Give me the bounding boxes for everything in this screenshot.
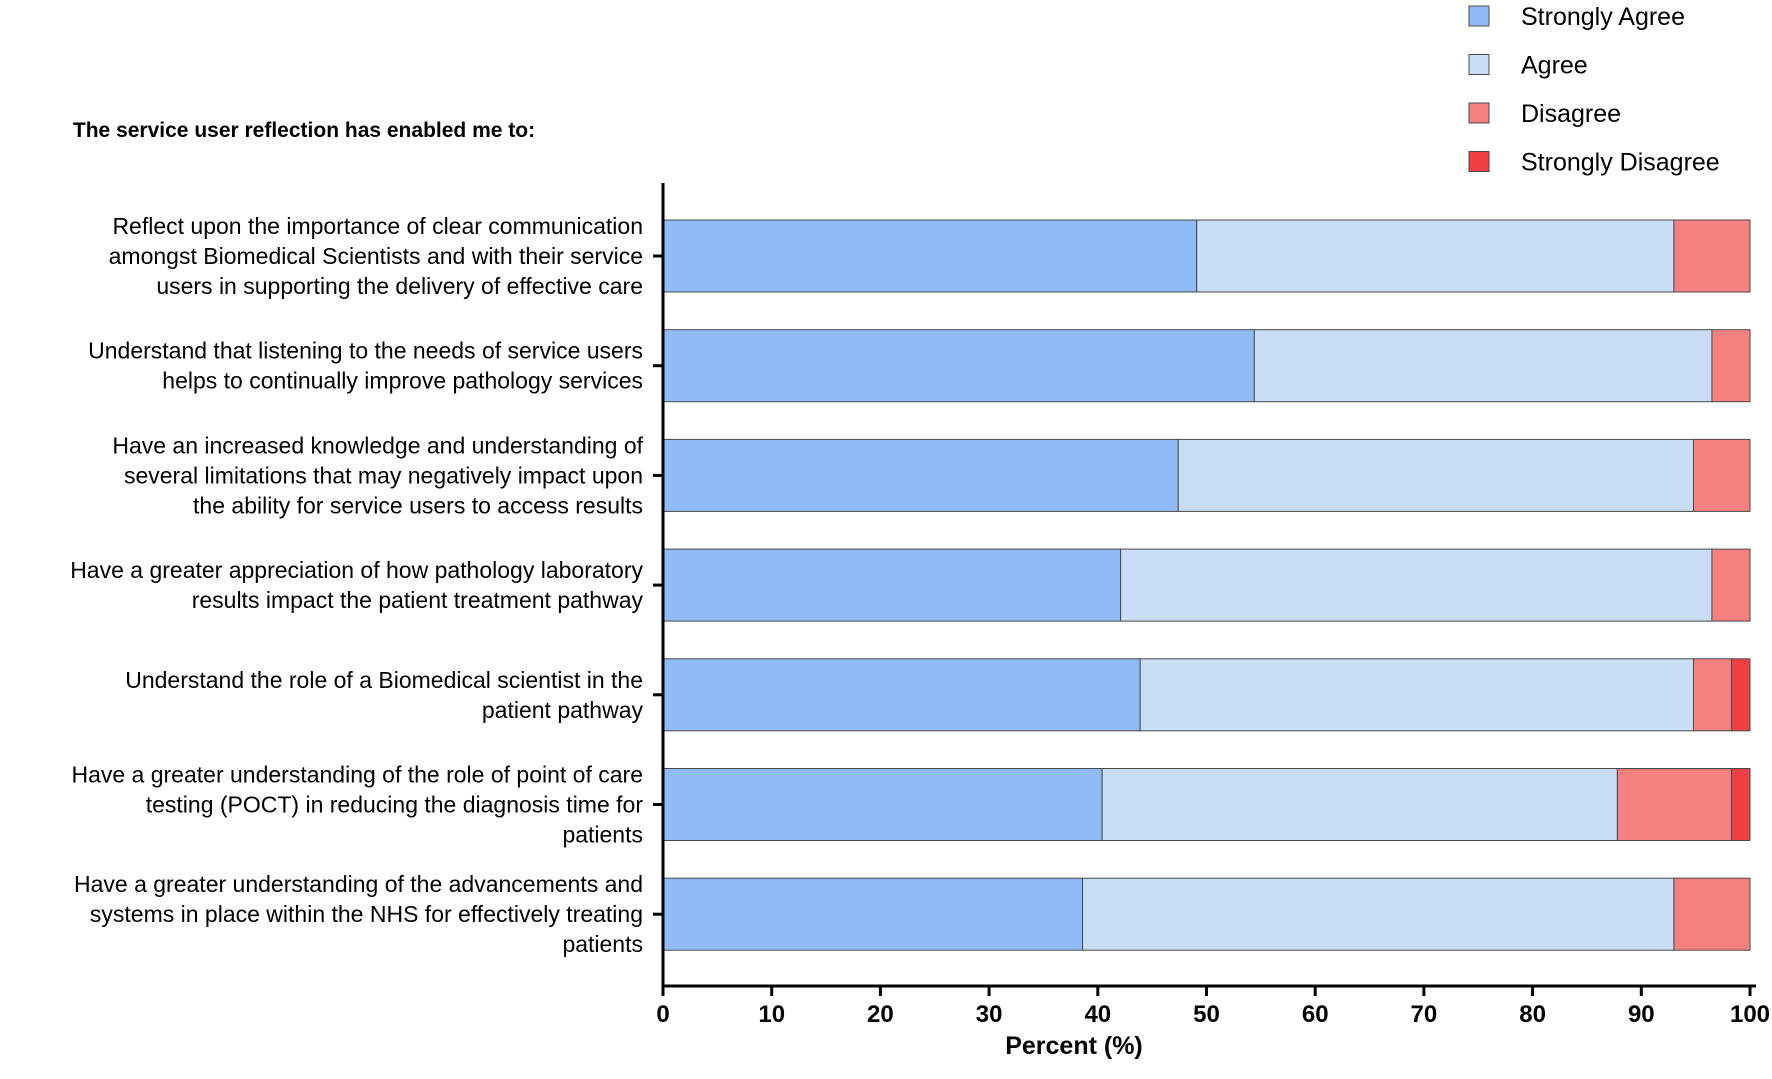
bar-segment-disagree-row-4 — [1711, 548, 1751, 622]
bar-segment-strongly-agree-row-3 — [662, 438, 1179, 512]
bars — [662, 219, 1751, 951]
x-tick-label: 30 — [976, 1001, 1003, 1028]
bar-segment-disagree-row-6 — [1616, 768, 1733, 841]
bar-segment-agree-row-7 — [1082, 877, 1675, 951]
category-label-6: Have a greater understanding of the role… — [71, 762, 643, 848]
bar-segment-strongly-disagree-row-6 — [1731, 768, 1751, 841]
legend-swatch-agree — [1468, 54, 1490, 75]
bar-segment-agree-row-5 — [1139, 658, 1694, 732]
category-labels: Reflect upon the importance of clear com… — [70, 213, 643, 957]
x-tick-label: 90 — [1628, 1001, 1655, 1028]
category-label-4: Have a greater appreciation of how patho… — [70, 557, 643, 613]
bar-segment-strongly-agree-row-6 — [662, 768, 1103, 841]
bar-segment-strongly-agree-row-2 — [662, 329, 1255, 403]
category-label-7: Have a greater understanding of the adva… — [74, 871, 643, 957]
bar-segment-disagree-row-3 — [1692, 438, 1751, 512]
bar-segment-strongly-agree-row-1 — [662, 219, 1198, 293]
bar-segment-strongly-agree-row-4 — [662, 548, 1122, 622]
axes: 0 10 20 30 40 50 60 70 80 90 100 — [653, 183, 1770, 1028]
bar-segment-strongly-disagree-row-5 — [1731, 658, 1751, 732]
x-axis-title: Percent (%) — [1005, 1032, 1143, 1060]
bar-segment-agree-row-6 — [1101, 768, 1618, 841]
legend-label-agree: Agree — [1521, 52, 1588, 80]
category-label-3: Have an increased knowledge and understa… — [112, 432, 643, 518]
bar-segment-agree-row-1 — [1196, 219, 1675, 293]
legend-label-disagree: Disagree — [1521, 100, 1621, 128]
legend-swatch-disagree — [1468, 102, 1490, 124]
bar-segment-strongly-agree-row-5 — [662, 658, 1141, 732]
x-tick-label: 10 — [758, 1001, 785, 1028]
x-tick-label: 60 — [1302, 1001, 1329, 1028]
bar-segment-agree-row-2 — [1253, 329, 1713, 403]
legend-swatch-strongly-disagree — [1468, 151, 1490, 172]
x-tick-label: 100 — [1730, 1001, 1770, 1028]
legend-label-strongly-agree: Strongly Agree — [1521, 3, 1685, 31]
category-label-2: Understand that listening to the needs o… — [88, 338, 643, 394]
bar-segment-strongly-agree-row-7 — [662, 877, 1084, 951]
x-tick-label: 40 — [1084, 1001, 1111, 1028]
x-tick-label: 70 — [1411, 1001, 1438, 1028]
chart-heading: The service user reflection has enabled … — [73, 119, 535, 142]
bar-segment-disagree-row-1 — [1673, 219, 1751, 293]
category-label-5: Understand the role of a Biomedical scie… — [125, 667, 643, 723]
x-tick-label: 0 — [656, 1001, 669, 1028]
bar-segment-disagree-row-7 — [1673, 877, 1751, 951]
x-tick-label: 50 — [1193, 1001, 1220, 1028]
bar-segment-disagree-row-2 — [1711, 329, 1751, 403]
legend-label-strongly-disagree: Strongly Disagree — [1521, 149, 1720, 177]
legend-swatch-strongly-agree — [1468, 5, 1490, 27]
bar-segment-agree-row-3 — [1177, 438, 1694, 512]
bar-segment-agree-row-4 — [1120, 548, 1713, 622]
x-tick-label: 20 — [867, 1001, 894, 1028]
bar-segment-disagree-row-5 — [1692, 658, 1733, 732]
legend: Strongly Agree Agree Disagree Strongly Disa… — [1468, 3, 1720, 177]
x-tick-label: 80 — [1519, 1001, 1546, 1028]
category-label-1: Reflect upon the importance of clear com… — [109, 213, 643, 299]
